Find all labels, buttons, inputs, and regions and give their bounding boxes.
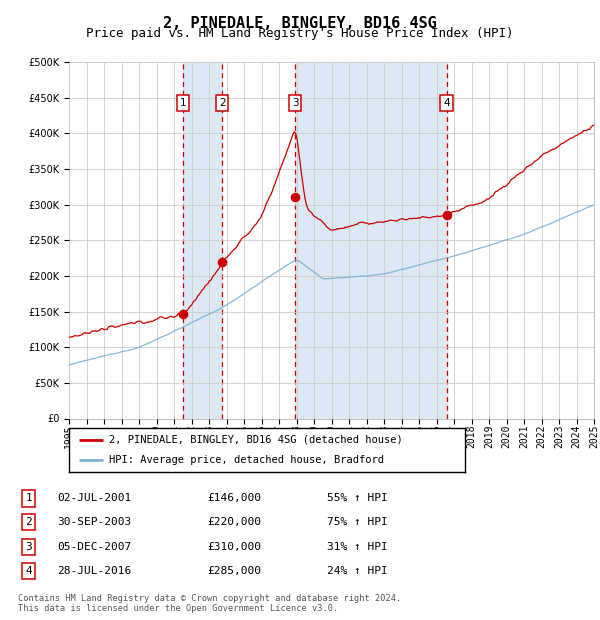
Text: 2: 2: [219, 97, 226, 108]
Text: Price paid vs. HM Land Registry's House Price Index (HPI): Price paid vs. HM Land Registry's House …: [86, 27, 514, 40]
Text: 4: 4: [25, 566, 32, 576]
Bar: [295, 62, 446, 419]
Bar: [183, 62, 222, 419]
Text: 30-SEP-2003: 30-SEP-2003: [57, 517, 131, 527]
Point: [178, 309, 188, 319]
Text: 02-JUL-2001: 02-JUL-2001: [57, 494, 131, 503]
Text: £310,000: £310,000: [207, 542, 261, 552]
Text: £285,000: £285,000: [207, 566, 261, 576]
Text: £146,000: £146,000: [207, 494, 261, 503]
Text: This data is licensed under the Open Government Licence v3.0.: This data is licensed under the Open Gov…: [18, 604, 338, 613]
Text: 05-DEC-2007: 05-DEC-2007: [57, 542, 131, 552]
Text: HPI: Average price, detached house, Bradford: HPI: Average price, detached house, Brad…: [109, 455, 383, 466]
Point: [217, 257, 227, 267]
Text: 2, PINEDALE, BINGLEY, BD16 4SG (detached house): 2, PINEDALE, BINGLEY, BD16 4SG (detached…: [109, 435, 403, 445]
Text: 2: 2: [25, 517, 32, 527]
Point: [442, 210, 451, 220]
Text: 3: 3: [292, 97, 298, 108]
Text: Contains HM Land Registry data © Crown copyright and database right 2024.: Contains HM Land Registry data © Crown c…: [18, 595, 401, 603]
Text: 3: 3: [25, 542, 32, 552]
Text: 2, PINEDALE, BINGLEY, BD16 4SG: 2, PINEDALE, BINGLEY, BD16 4SG: [163, 16, 437, 31]
Text: 24% ↑ HPI: 24% ↑ HPI: [327, 566, 388, 576]
Text: £220,000: £220,000: [207, 517, 261, 527]
Text: 28-JUL-2016: 28-JUL-2016: [57, 566, 131, 576]
Point: [290, 192, 300, 202]
Text: 75% ↑ HPI: 75% ↑ HPI: [327, 517, 388, 527]
Text: 1: 1: [179, 97, 186, 108]
Text: 31% ↑ HPI: 31% ↑ HPI: [327, 542, 388, 552]
Text: 4: 4: [443, 97, 450, 108]
Text: 55% ↑ HPI: 55% ↑ HPI: [327, 494, 388, 503]
Text: 1: 1: [25, 494, 32, 503]
